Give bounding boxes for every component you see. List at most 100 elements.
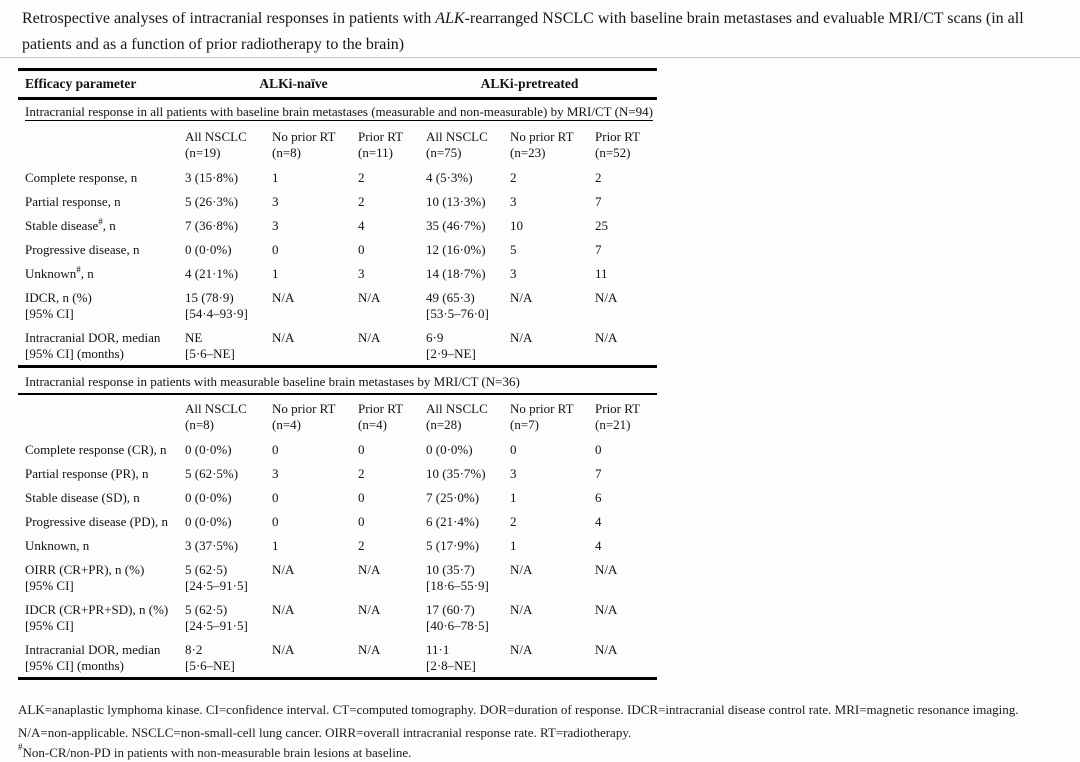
- table-row: Complete response, n 3 (15·8%) 1 2 4 (5·3%) 2…: [18, 165, 657, 189]
- data-cell: N/A: [272, 330, 295, 345]
- data-cell: 4 (21·1%): [185, 266, 239, 281]
- table-header: Efficacy parameter ALKi-naïve ALKi-pretr…: [18, 69, 658, 100]
- data-cell: 0: [358, 514, 365, 529]
- scan-artifact-line: [0, 57, 1080, 58]
- table-row: Intracranial DOR, median [95% CI] (month…: [18, 637, 657, 679]
- data-cell: 12 (16·0%): [426, 242, 486, 257]
- column-subheader: All NSCLC (n=28): [426, 401, 488, 432]
- data-cell: 5 (62·5) [24·5–91·5]: [185, 562, 248, 593]
- section-heading-row: Intracranial response in all patients wi…: [18, 99, 657, 124]
- row-label: Unknown, n: [25, 538, 90, 553]
- column-subheader-row: All NSCLC (n=19) No prior RT (n=8) Prior R…: [18, 123, 657, 165]
- data-cell: 3: [510, 266, 517, 281]
- subheader-spacer: [18, 394, 185, 437]
- data-cell: N/A: [595, 330, 618, 345]
- data-cell: N/A: [595, 602, 618, 617]
- data-cell: 0: [358, 490, 365, 505]
- column-subheader: All NSCLC (n=19): [185, 129, 247, 160]
- data-cell: 5 (62·5) [24·5–91·5]: [185, 602, 248, 633]
- column-subheader: No prior RT (n=4): [272, 401, 336, 432]
- data-cell: 7 (36·8%): [185, 218, 239, 233]
- table-row: Unknown#, n 4 (21·1%) 1 3 14 (18·7%) 3 11: [18, 261, 657, 285]
- data-cell: 1: [272, 266, 279, 281]
- data-cell: N/A: [595, 562, 618, 577]
- data-cell: N/A: [272, 290, 295, 305]
- section-heading-text: Intracranial response in all patients wi…: [25, 104, 654, 121]
- section-heading: Intracranial response in patients with m…: [18, 365, 658, 395]
- data-cell: 2: [358, 170, 365, 185]
- data-cell: 0 (0·0%): [426, 442, 473, 457]
- data-cell: 4: [595, 538, 602, 553]
- data-cell: 8·2 [5·6–NE]: [185, 642, 235, 673]
- row-label: Partial response (PR), n: [25, 466, 149, 481]
- data-cell: N/A: [510, 642, 533, 657]
- data-cell: 15 (78·9) [54·4–93·9]: [185, 290, 248, 321]
- data-cell: 0 (0·0%): [185, 490, 232, 505]
- row-label: Complete response (CR), n: [25, 442, 167, 457]
- data-cell: 7: [595, 466, 602, 481]
- data-cell: 17 (60·7) [40·6–78·5]: [426, 602, 489, 633]
- table-row: Stable disease#, n 7 (36·8%) 3 4 35 (46·7%) 1…: [18, 213, 657, 237]
- column-subheader-row: All NSCLC (n=8) No prior RT (n=4) Prior RT…: [18, 394, 657, 437]
- data-cell: 3 (37·5%): [185, 538, 239, 553]
- data-cell: 0: [595, 442, 602, 457]
- data-cell: 6: [595, 490, 602, 505]
- data-cell: 3: [510, 194, 517, 209]
- data-cell: N/A: [510, 330, 533, 345]
- data-cell: 4: [358, 218, 365, 233]
- data-cell: 25: [595, 218, 609, 233]
- row-label: Progressive disease, n: [25, 242, 140, 257]
- data-cell: 49 (65·3) [53·5–76·0]: [426, 290, 489, 321]
- data-cell: 0: [272, 490, 279, 505]
- column-subheader: All NSCLC (n=75): [426, 129, 488, 160]
- row-label: IDCR (CR+PR+SD), n (%) [95% CI]: [25, 602, 169, 633]
- data-cell: 1: [510, 538, 517, 553]
- data-cell: 6 (21·4%): [426, 514, 480, 529]
- table-section-2: Intracranial response in patients with m…: [18, 365, 658, 679]
- data-cell: 5 (17·9%): [426, 538, 480, 553]
- data-cell: 10: [510, 218, 524, 233]
- table-section-1: Intracranial response in all patients wi…: [18, 99, 657, 367]
- data-cell: 0 (0·0%): [185, 242, 232, 257]
- footnote: #Non-CR/non-PD in patients with non-meas…: [18, 741, 412, 760]
- row-label: OIRR (CR+PR), n (%) [95% CI]: [25, 562, 145, 593]
- data-cell: 4 (5·3%): [426, 170, 473, 185]
- row-label: Stable disease#, n: [25, 216, 116, 233]
- abbreviations-note: ALK=anaplastic lymphoma kinase. CI=confi…: [18, 702, 1019, 740]
- efficacy-table: Efficacy parameter ALKi-naïve ALKi-pretr…: [18, 68, 658, 680]
- data-cell: 3: [272, 194, 279, 209]
- column-subheader: Prior RT (n=11): [358, 129, 404, 160]
- data-cell: 5: [510, 242, 517, 257]
- data-cell: 14 (18·7%): [426, 266, 486, 281]
- data-cell: 3: [510, 466, 517, 481]
- data-cell: N/A: [595, 290, 618, 305]
- header-group-alki-pretreated-label: ALKi-pretreated: [480, 76, 579, 91]
- column-subheader: Prior RT (n=52): [595, 129, 641, 160]
- data-cell: N/A: [358, 290, 381, 305]
- data-cell: 10 (13·3%): [426, 194, 486, 209]
- data-cell: N/A: [510, 562, 533, 577]
- data-cell: N/A: [595, 642, 618, 657]
- row-label: Intracranial DOR, median [95% CI] (month…: [25, 330, 161, 361]
- data-cell: N/A: [272, 562, 295, 577]
- row-label: Unknown#, n: [25, 264, 94, 281]
- data-cell: N/A: [358, 642, 381, 657]
- section-heading-row: Intracranial response in patients with m…: [18, 365, 658, 395]
- data-cell: 11: [595, 266, 608, 281]
- table-header-row: Efficacy parameter ALKi-naïve ALKi-pretr…: [18, 69, 658, 100]
- data-cell: 0: [358, 442, 365, 457]
- data-cell: N/A: [510, 602, 533, 617]
- table-row: Complete response (CR), n 0 (0·0%) 0 0 0 (0·…: [18, 437, 657, 461]
- column-subheader: No prior RT (n=7): [510, 401, 574, 432]
- data-cell: 6·9 [2·9–NE]: [426, 330, 476, 361]
- data-cell: 5 (62·5%): [185, 466, 239, 481]
- caption-italic-gene: ALK: [435, 10, 465, 27]
- data-cell: 0: [510, 442, 517, 457]
- data-cell: 1: [272, 538, 279, 553]
- data-cell: 2: [358, 538, 365, 553]
- data-cell: 5 (26·3%): [185, 194, 239, 209]
- table-row: Stable disease (SD), n 0 (0·0%) 0 0 7 (25·0%…: [18, 485, 657, 509]
- data-cell: N/A: [358, 602, 381, 617]
- row-label: Partial response, n: [25, 194, 121, 209]
- data-cell: 2: [358, 466, 365, 481]
